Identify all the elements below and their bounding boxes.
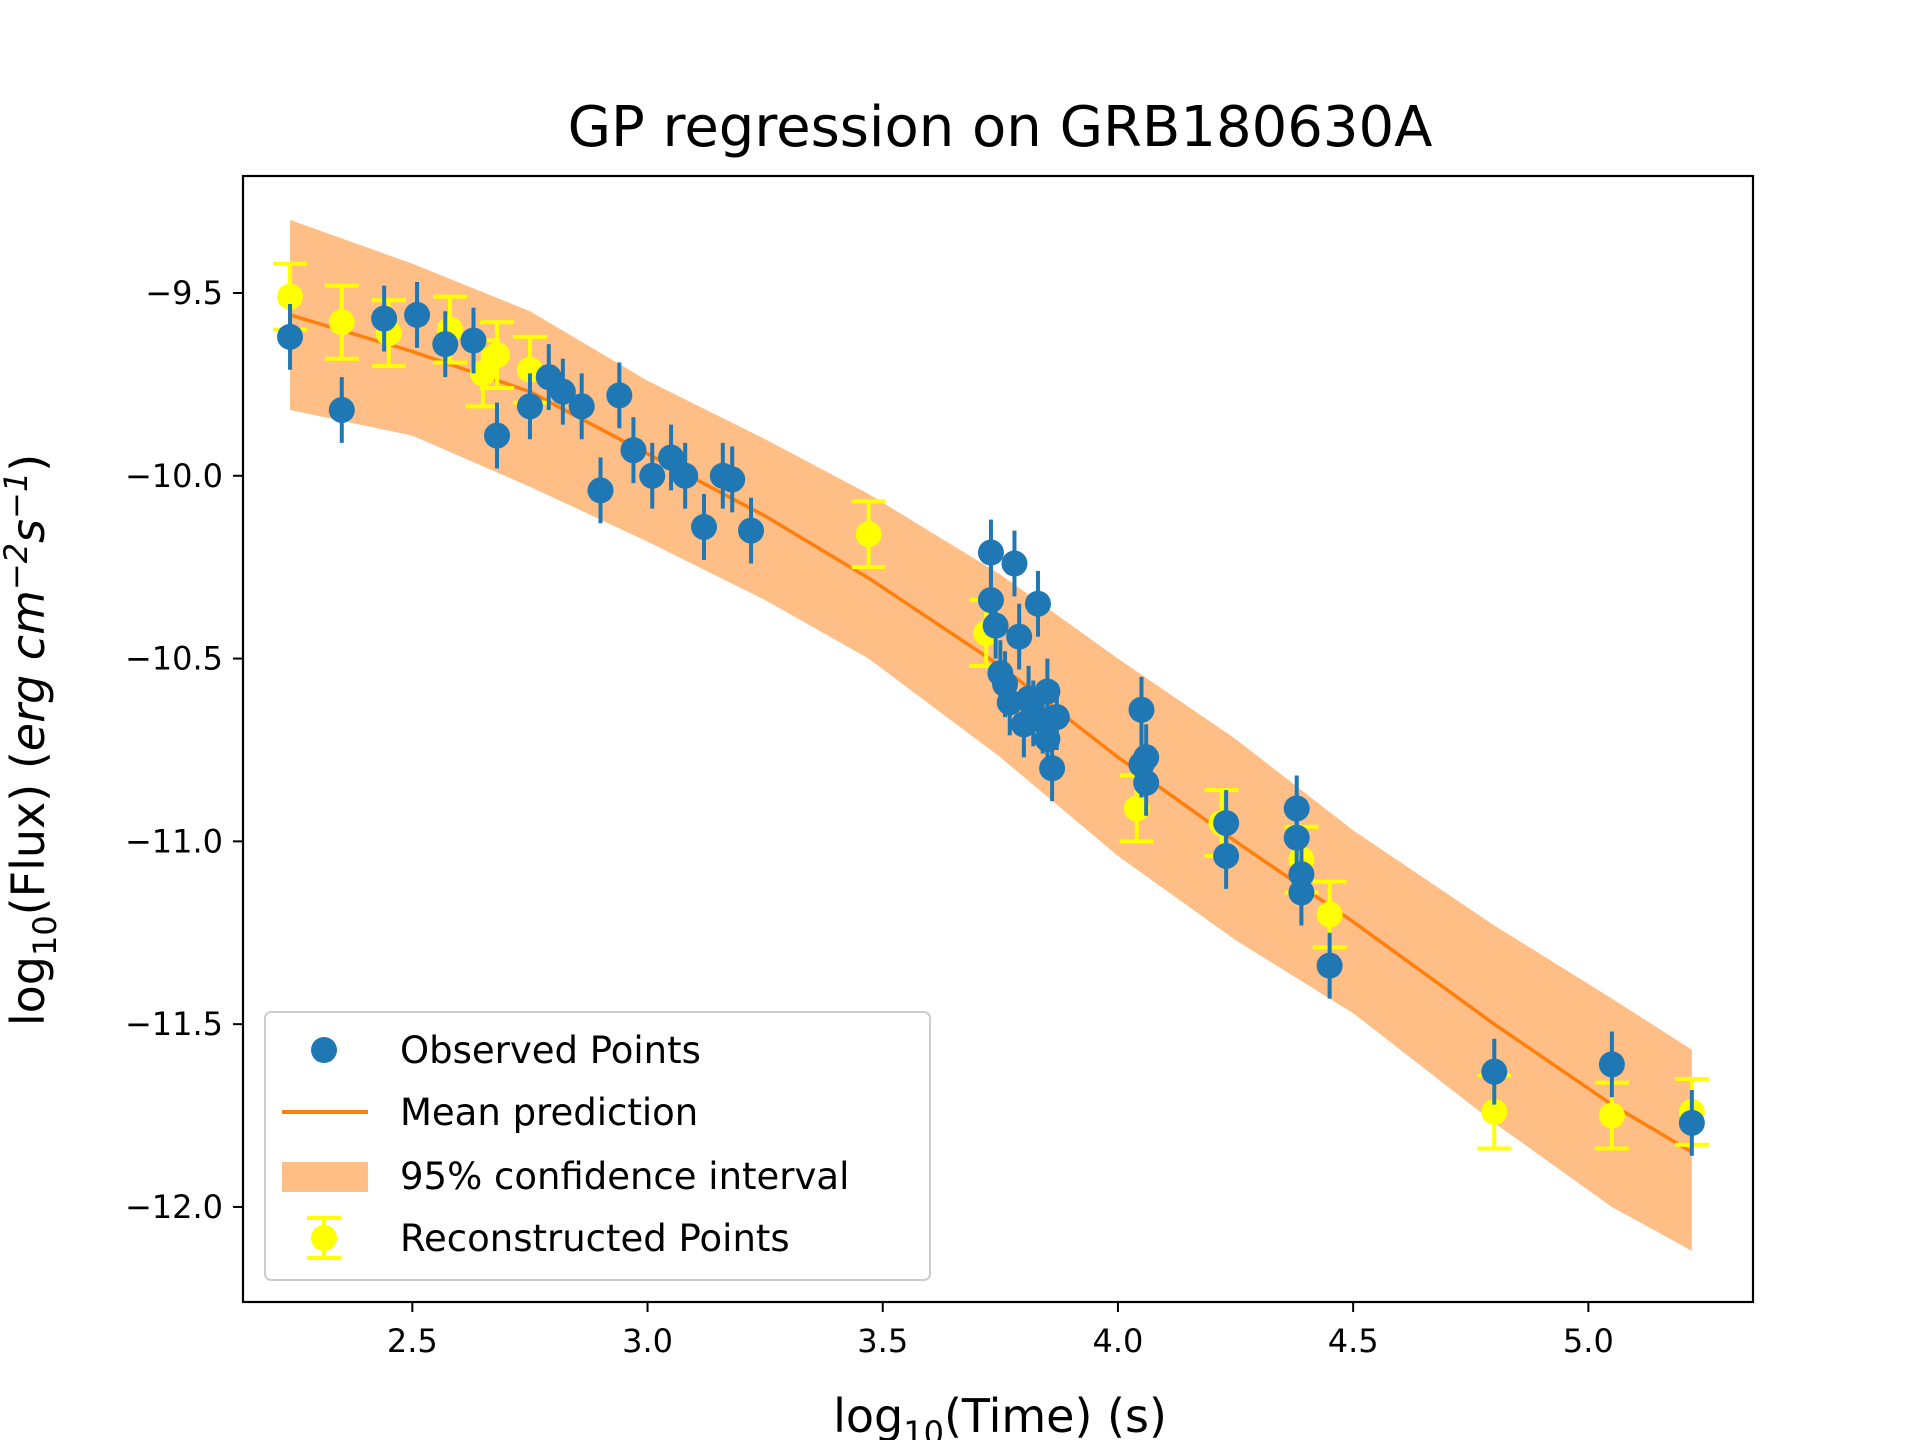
x-axis-label: log10(Time) (s) [833,1389,1167,1440]
x-axis-ticks: 2.5 3.0 3.5 4.0 4.5 5.0 [387,1302,1614,1360]
observed-point [460,327,487,354]
plot-series [273,219,1709,1251]
y-axis-label: log10(Flux) (erg cm−2s−1) [0,454,64,1026]
y-axis-label-sub: 10 [26,915,64,956]
observed-point [371,305,398,332]
plot-area [273,219,1709,1251]
observed-point [1039,755,1066,782]
observed-point [432,331,459,358]
legend-recon-marker [311,1225,337,1251]
y-axis-label-flux: (Flux) ( [1,751,55,915]
observed-point [328,396,355,423]
observed-point [1133,769,1160,796]
observed-point [1128,696,1155,723]
legend-band-label: 95% confidence interval [400,1155,849,1198]
y-axis-label-close: ) [1,454,55,472]
reconstructed-point [1123,795,1150,822]
x-axis-label-rest: (Time) (s) [944,1389,1167,1440]
observed-point [277,323,304,350]
legend-observed-label: Observed Points [400,1029,701,1072]
x-axis-label-sub: 10 [903,1414,944,1440]
y-tick-label: −9.5 [145,274,223,312]
x-tick-label: 5.0 [1563,1322,1614,1360]
x-axis-label-log: log [833,1389,903,1440]
y-axis-label-s: s [1,519,55,543]
reconstructed-point [1481,1098,1508,1125]
observed-point [658,444,685,471]
reconstructed-point [484,342,511,369]
y-tick-label: −12.0 [125,1188,223,1226]
legend-observed-marker [311,1037,337,1063]
reconstructed-point [277,283,304,310]
x-tick-label: 3.0 [622,1322,673,1360]
chart-title: GP regression on GRB180630A [568,95,1433,160]
observed-point [1678,1109,1705,1136]
reconstructed-point [855,521,882,548]
reconstructed-point [328,309,355,336]
legend-band-swatch [282,1162,368,1192]
observed-point [484,422,511,449]
observed-point [1288,879,1315,906]
y-axis-label-units: erg cm [1,590,55,751]
observed-point [672,462,699,489]
reconstructed-point [1598,1102,1625,1129]
observed-point [1283,824,1310,851]
reconstructed-point [1316,901,1343,928]
x-tick-label: 2.5 [387,1322,438,1360]
observed-point [568,393,595,420]
observed-point [1001,550,1028,577]
observed-point [1316,952,1343,979]
observed-point [1598,1051,1625,1078]
observed-point [1213,842,1240,869]
y-tick-label: −11.5 [125,1005,223,1043]
observed-point [738,517,765,544]
observed-point [982,612,1009,639]
observed-point [516,393,543,420]
observed-point [1043,704,1070,731]
observed-point [977,587,1004,614]
observed-point [977,539,1004,566]
y-tick-label: −10.5 [125,640,223,678]
y-axis-label-exp1: −2 [0,543,35,590]
y-tick-label: −10.0 [125,457,223,495]
observed-point [639,462,666,489]
x-tick-label: 4.5 [1328,1322,1379,1360]
reconstructed-point [469,360,496,387]
observed-point [1481,1058,1508,1085]
observed-point [690,513,717,540]
x-tick-label: 3.5 [857,1322,908,1360]
observed-point [606,382,633,409]
legend: Observed Points Mean prediction 95% conf… [264,1011,931,1281]
legend-mean-label: Mean prediction [400,1091,698,1134]
observed-point [549,378,576,405]
observed-point [1006,623,1033,650]
observed-point [620,437,647,464]
y-axis-ticks: −9.5 −10.0 −10.5 −11.0 −11.5 −12.0 [125,274,243,1226]
legend-box [264,1011,931,1281]
observed-point [587,477,614,504]
y-axis-label-log: log [1,956,55,1026]
y-axis-label-exp2: −1 [0,472,35,519]
x-tick-label: 4.0 [1093,1322,1144,1360]
observed-point [1034,678,1061,705]
observed-point [719,466,746,493]
y-tick-label: −11.0 [125,822,223,860]
observed-point [404,301,431,328]
observed-point [1024,590,1051,617]
axes-frame [241,174,1755,1304]
legend-recon-label: Reconstructed Points [400,1217,790,1260]
